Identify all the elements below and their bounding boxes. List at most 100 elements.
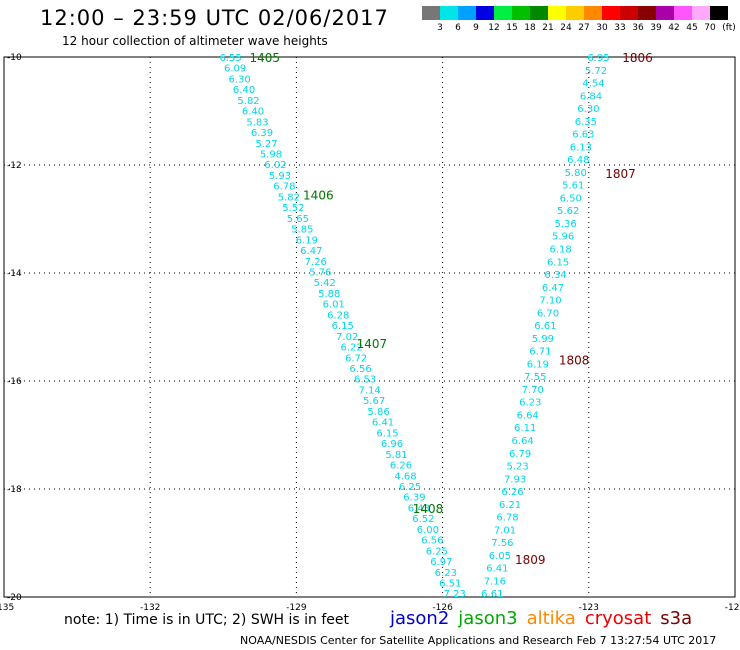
wave-height-label: 7.55 bbox=[524, 372, 546, 383]
scale-swatch bbox=[422, 6, 440, 20]
scale-label: 21 bbox=[542, 23, 554, 33]
wave-height-label: 5.23 bbox=[506, 462, 528, 473]
wave-height-label: 6.25 bbox=[399, 482, 421, 493]
pass-time-label: 1809 bbox=[515, 553, 546, 567]
units-note: note: 1) Time is in UTC; 2) SWH is in fe… bbox=[64, 612, 350, 628]
scale-unit: (ft) bbox=[722, 23, 736, 33]
x-tick-label: -120 bbox=[725, 603, 740, 613]
wave-height-label: 7.93 bbox=[504, 474, 526, 485]
wave-height-label: 5.62 bbox=[557, 206, 579, 217]
wave-height-label: 5.52 bbox=[282, 203, 304, 214]
pass-time-label: 1408 bbox=[413, 502, 444, 516]
wave-height-label: 6.01 bbox=[323, 300, 345, 311]
wave-height-label: 6.34 bbox=[544, 270, 566, 281]
wave-height-label: 6.00 bbox=[417, 525, 439, 536]
wave-height-label: 6.63 bbox=[572, 130, 594, 141]
wave-height-label: 7.14 bbox=[358, 385, 380, 396]
wave-height-label: 6.43 bbox=[408, 503, 430, 514]
x-tick-label: -129 bbox=[286, 603, 307, 613]
wave-height-label: 5.80 bbox=[565, 168, 587, 179]
wave-height-label: 5.61 bbox=[562, 181, 584, 192]
wave-height-label: 5.65 bbox=[287, 214, 309, 225]
scale-label: 18 bbox=[524, 23, 536, 33]
wave-height-label: 7.16 bbox=[484, 576, 506, 587]
y-tick-label: -12 bbox=[7, 161, 22, 171]
wave-height-label: 7.23 bbox=[444, 589, 466, 600]
wave-height-label: 6.78 bbox=[496, 513, 518, 524]
wave-height-label: 6.26 bbox=[390, 461, 412, 472]
wave-height-label: 4.68 bbox=[394, 471, 416, 482]
satellite-legend-item: altika bbox=[526, 608, 576, 629]
wave-height-label: 6.47 bbox=[542, 283, 564, 294]
wave-height-label: 6.30 bbox=[577, 104, 599, 115]
scale-label: 36 bbox=[632, 23, 644, 33]
wave-height-label: 5.67 bbox=[363, 396, 385, 407]
wave-height-label: 6.51 bbox=[439, 578, 461, 589]
wave-height-label: 5.81 bbox=[385, 450, 407, 461]
chart-subtitle: 12 hour collection of altimeter wave hei… bbox=[62, 34, 328, 48]
wave-height-label: 6.55 bbox=[219, 53, 241, 64]
wave-height-label: 6.61 bbox=[534, 321, 556, 332]
wave-height-label: 6.23 bbox=[435, 568, 457, 579]
wave-height-label: 6.02 bbox=[264, 160, 286, 171]
scale-label: 39 bbox=[650, 23, 662, 33]
wave-height-label: 6.25 bbox=[426, 546, 448, 557]
scale-label: 6 bbox=[455, 23, 461, 33]
scale-swatch bbox=[440, 6, 458, 20]
wave-height-label: 6.26 bbox=[501, 487, 523, 498]
scale-label: 33 bbox=[614, 23, 626, 33]
wave-height-label: 6.23 bbox=[519, 398, 541, 409]
scale-swatch bbox=[638, 6, 656, 20]
wave-height-label: 5.36 bbox=[555, 219, 577, 230]
wave-height-label: 5.27 bbox=[255, 139, 277, 150]
wave-height-label: 7.70 bbox=[522, 385, 544, 396]
wave-height-label: 7.02 bbox=[336, 332, 358, 343]
wave-height-label: 7.56 bbox=[491, 538, 513, 549]
wave-height-label: 6.47 bbox=[300, 246, 322, 257]
wave-height-label: 5.72 bbox=[585, 66, 607, 77]
pass-time-label: 1405 bbox=[249, 51, 280, 65]
wave-height-label: 6.41 bbox=[486, 564, 508, 575]
wave-height-label: 5.86 bbox=[367, 407, 389, 418]
pass-time-label: 1406 bbox=[303, 189, 334, 203]
satellite-legend-item: jason3 bbox=[458, 608, 518, 629]
wave-height-label: 5.83 bbox=[246, 117, 268, 128]
scale-label: 30 bbox=[596, 23, 608, 33]
wave-height-label: 6.78 bbox=[273, 182, 295, 193]
wave-height-label: 6.09 bbox=[224, 64, 246, 75]
scale-label: 24 bbox=[560, 23, 572, 33]
wave-height-label: 6.56 bbox=[349, 364, 371, 375]
wave-height-label: 5.85 bbox=[291, 225, 313, 236]
scale-label: 3 bbox=[437, 23, 443, 33]
wave-height-label: 6.39 bbox=[403, 493, 425, 504]
scale-label: 15 bbox=[506, 23, 518, 33]
satellite-legend: jason2 jason3 altika cryosat s3a bbox=[390, 608, 701, 629]
wave-height-label: 6.41 bbox=[372, 418, 394, 429]
wave-height-label: 5.42 bbox=[314, 278, 336, 289]
scale-swatch bbox=[476, 6, 494, 20]
scale-swatch bbox=[710, 6, 728, 20]
scale-label: 27 bbox=[578, 23, 590, 33]
wave-height-label: 5.93 bbox=[269, 171, 291, 182]
satellite-legend-item: cryosat bbox=[584, 608, 652, 629]
wave-height-label: 6.13 bbox=[570, 142, 592, 153]
pass-time-label: 1806 bbox=[622, 51, 653, 65]
scale-label: 70 bbox=[704, 23, 716, 33]
wave-height-label: 6.05 bbox=[489, 551, 511, 562]
scale-swatch bbox=[674, 6, 692, 20]
wave-height-label: 6.95 bbox=[587, 53, 609, 64]
scale-swatch bbox=[656, 6, 674, 20]
scale-swatch bbox=[494, 6, 512, 20]
wave-height-label: 5.96 bbox=[552, 232, 574, 243]
wave-height-label: 5.82 bbox=[237, 96, 259, 107]
wave-height-label: 7.01 bbox=[494, 525, 516, 536]
scale-swatch bbox=[620, 6, 638, 20]
wave-height-label: 6.28 bbox=[327, 310, 349, 321]
scale-swatch bbox=[548, 6, 566, 20]
wave-height-label: 6.64 bbox=[517, 410, 539, 421]
y-tick-label: -20 bbox=[7, 593, 22, 603]
wave-height-label: 5.88 bbox=[318, 289, 340, 300]
wave-height-label: 6.35 bbox=[575, 117, 597, 128]
